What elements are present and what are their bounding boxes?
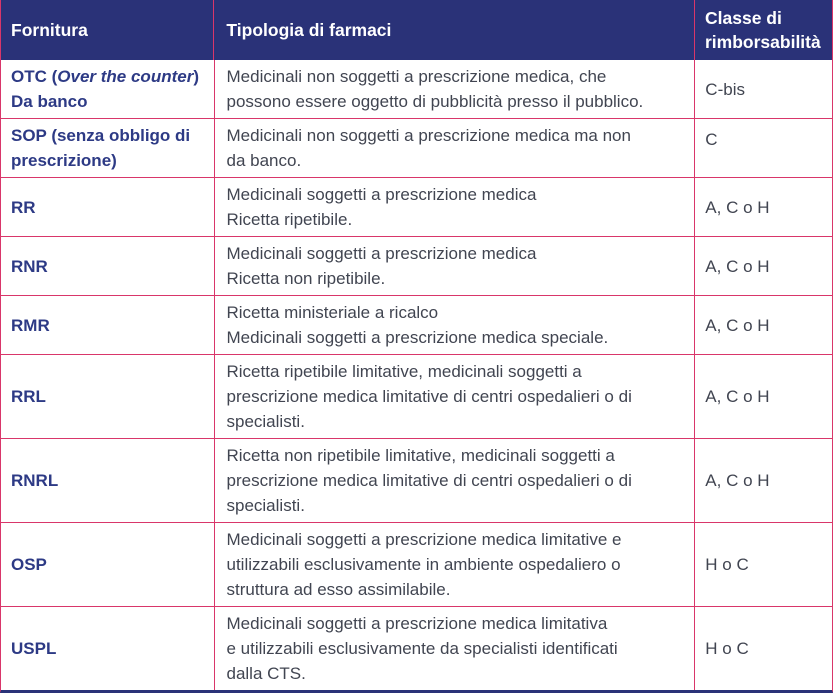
table-header-row: Fornitura Tipologia di farmaci Classe di… <box>1 0 832 60</box>
classe-cell: C-bis <box>694 60 832 118</box>
tipologia-cell: Medicinali non soggetti a prescrizione m… <box>213 119 695 177</box>
classe-cell: A, C o H <box>694 355 832 438</box>
classe-cell: H o C <box>694 523 832 606</box>
table-row-rnrl: RNRL Ricetta non ripetibile limitative, … <box>1 438 832 522</box>
tipologia-cell: Medicinali soggetti a prescrizione medic… <box>213 178 695 236</box>
column-header-tipologia: Tipologia di farmaci <box>213 0 694 60</box>
tipologia-cell: Medicinali soggetti a prescrizione medic… <box>213 607 695 690</box>
classe-cell: A, C o H <box>694 296 832 354</box>
tipologia-cell: Ricetta ripetibile limitative, medicinal… <box>213 355 695 438</box>
tipologia-cell: Medicinali soggetti a prescrizione medic… <box>213 237 695 295</box>
classe-cell: H o C <box>694 607 832 690</box>
code-italic-text: Over the counter <box>57 67 194 86</box>
fornitura-cell: RNRL <box>11 471 59 490</box>
fornitura-cell: RMR <box>11 315 50 335</box>
classe-cell: A, C o H <box>694 178 832 236</box>
table-row-rr: RR Medicinali soggetti a prescrizione me… <box>1 177 832 236</box>
table-row-uspl: USPL Medicinali soggetti a prescrizione … <box>1 606 832 690</box>
table-row-otc: OTC (Over the counter) Da banco Medicinal… <box>1 60 832 118</box>
tipologia-cell: Medicinali non soggetti a prescrizione m… <box>213 60 695 118</box>
code-text: OTC (Over the counter) Da banco <box>11 64 202 114</box>
column-header-classe-rimborsabilita: Classe di rimborsabilità <box>694 0 832 60</box>
fornitura-cell: SOP (senza obbligo di prescrizione) <box>11 126 191 170</box>
classe-cell: C <box>694 119 832 177</box>
classe-cell: A, C o H <box>694 237 832 295</box>
fornitura-cell: RNR <box>11 256 48 276</box>
tipologia-cell: Ricetta non ripetibile limitative, medic… <box>213 439 695 522</box>
column-header-fornitura: Fornitura <box>11 20 88 40</box>
table-row-rrl: RRL Ricetta ripetibile limitative, medic… <box>1 354 832 438</box>
fornitura-cell: RR <box>11 197 36 217</box>
table-row-osp: OSP Medicinali soggetti a prescrizione m… <box>1 522 832 606</box>
fornitura-cell: RRL <box>11 387 46 406</box>
fornitura-cell: OSP <box>11 555 47 574</box>
tipologia-cell: Medicinali soggetti a prescrizione medic… <box>213 523 695 606</box>
fornitura-cell: OTC (Over the counter) Da banco <box>1 60 214 118</box>
table-row-rmr: RMR Ricetta ministeriale a ricalco Medic… <box>1 295 832 354</box>
code-second-line: Da banco <box>11 92 88 111</box>
table-row-sop: SOP (senza obbligo di prescrizione) Medi… <box>1 118 832 177</box>
table-row-rnr: RNR Medicinali soggetti a prescrizione m… <box>1 236 832 295</box>
fornitura-cell: USPL <box>11 639 57 658</box>
classe-cell: A, C o H <box>694 439 832 522</box>
tipologia-cell: Ricetta ministeriale a ricalco Medicinal… <box>213 296 695 354</box>
